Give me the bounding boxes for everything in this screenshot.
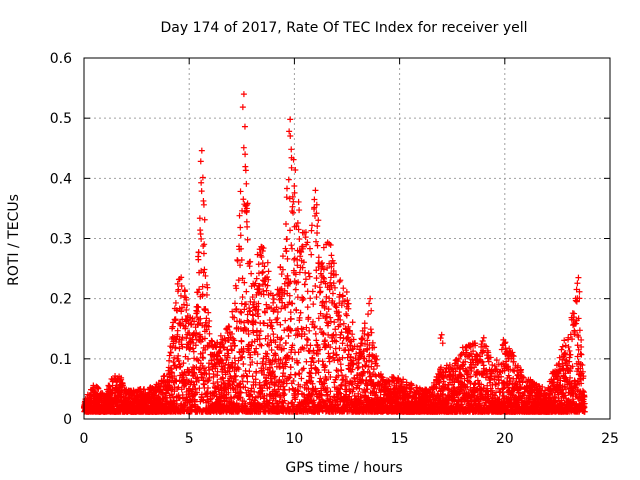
- data-point: [191, 381, 198, 388]
- data-point: [202, 306, 209, 313]
- data-point: [166, 357, 173, 364]
- data-point: [195, 256, 202, 263]
- data-point: [195, 249, 202, 256]
- data-point: [201, 241, 208, 248]
- data-point: [185, 355, 192, 362]
- data-point: [198, 179, 205, 186]
- data-point: [202, 346, 209, 353]
- data-point: [171, 373, 178, 380]
- data-point: [200, 250, 207, 257]
- data-point: [95, 385, 102, 392]
- data-point: [118, 376, 125, 383]
- data-point: [172, 344, 179, 351]
- data-point: [191, 355, 198, 362]
- data-point: [200, 201, 207, 208]
- data-point: [205, 309, 212, 316]
- data-point: [204, 385, 211, 392]
- data-point: [166, 352, 173, 359]
- data-point: [163, 390, 170, 397]
- data-point: [178, 274, 185, 281]
- data-point: [184, 302, 191, 309]
- data-point: [173, 364, 180, 371]
- data-point: [201, 335, 208, 342]
- data-point: [178, 308, 185, 315]
- data-point: [178, 337, 185, 343]
- data-point: [188, 378, 195, 385]
- data-point: [204, 284, 211, 291]
- data-point: [200, 354, 207, 361]
- data-point: [174, 280, 181, 287]
- data-point: [175, 384, 182, 391]
- data-point: [201, 266, 208, 273]
- data-point: [193, 329, 200, 336]
- data-point: [190, 348, 197, 355]
- data-point: [192, 342, 199, 349]
- data-point: [170, 340, 177, 347]
- data-point: [183, 306, 190, 313]
- data-point: [194, 289, 201, 296]
- data-point: [178, 304, 185, 311]
- data-point: [196, 215, 203, 222]
- data-point: [113, 379, 120, 386]
- data-point: [181, 288, 188, 295]
- data-point: [194, 356, 201, 363]
- data-point: [141, 386, 148, 393]
- data-point: [119, 382, 126, 389]
- data-point: [182, 323, 189, 330]
- data-point: [202, 272, 209, 279]
- data-point: [175, 357, 182, 364]
- data-point: [199, 283, 206, 290]
- data-point: [168, 386, 175, 393]
- data-point: [203, 315, 210, 322]
- data-point: [175, 286, 182, 293]
- data-point: [170, 359, 177, 366]
- data-point: [161, 372, 168, 379]
- data-point: [179, 343, 186, 350]
- data-point: [194, 308, 201, 315]
- data-point: [172, 316, 179, 323]
- data-point: [191, 370, 198, 377]
- data-point: [172, 299, 179, 306]
- data-point: [178, 282, 185, 289]
- data-point: [177, 292, 184, 299]
- data-point: [197, 315, 204, 322]
- data-point: [181, 404, 188, 411]
- data-point: [202, 319, 209, 326]
- data-point: [176, 345, 183, 352]
- data-point: [203, 291, 210, 298]
- data-point: [169, 369, 176, 376]
- data-point: [198, 188, 205, 195]
- data-point: [204, 378, 211, 385]
- data-points: [81, 91, 588, 415]
- data-point: [180, 301, 187, 308]
- data-point: [205, 323, 212, 330]
- data-point: [196, 286, 203, 293]
- data-point: [189, 315, 196, 322]
- data-point: [193, 389, 200, 396]
- data-point: [194, 303, 201, 310]
- data-point: [177, 363, 184, 370]
- data-point: [183, 296, 190, 303]
- data-point: [190, 345, 197, 352]
- data-point: [174, 327, 181, 334]
- data-point: [192, 385, 199, 392]
- data-point: [198, 235, 205, 242]
- data-point: [179, 334, 186, 341]
- data-point: [196, 333, 203, 340]
- data-point: [191, 318, 198, 325]
- data-point: [171, 354, 178, 361]
- data-point: [168, 391, 175, 398]
- data-point: [180, 360, 187, 367]
- data-point: [128, 393, 135, 400]
- data-point: [200, 269, 207, 276]
- data-point: [196, 385, 203, 392]
- data-point: [167, 349, 174, 356]
- data-point: [195, 304, 202, 311]
- data-point: [201, 216, 208, 223]
